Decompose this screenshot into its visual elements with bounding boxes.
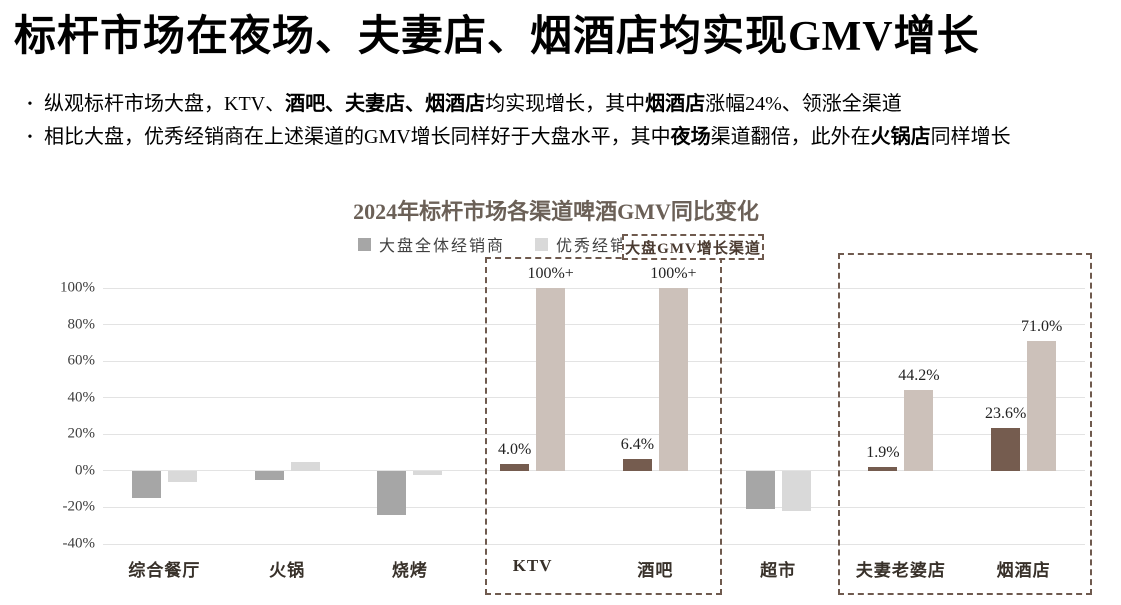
legend-label: 大盘全体经销商 xyxy=(379,238,506,255)
bar-酒吧-优秀经销商 xyxy=(658,288,688,471)
bar-value-label: 100%+ xyxy=(650,265,697,282)
y-axis-tick-label: -20% xyxy=(62,498,96,515)
y-axis-tick-label: 100% xyxy=(60,279,95,296)
highlight-box-ktv-bar xyxy=(485,257,722,595)
bullet-marker: • xyxy=(27,97,33,112)
bar-value-label: 100%+ xyxy=(527,265,574,282)
x-axis-category-label: 综合餐厅 xyxy=(128,561,201,580)
page-title: 标杆市场在夜场、夫妻店、烟酒店均实现GMV增长 xyxy=(14,14,980,60)
y-axis-tick-label: 40% xyxy=(67,389,96,406)
bullet-list: • 纵观标杆市场大盘，KTV、酒吧、夫妻店、烟酒店均实现增长，其中烟酒店涨幅24… xyxy=(16,88,1116,154)
gridline xyxy=(103,506,1085,508)
bullet-item: • 纵观标杆市场大盘，KTV、酒吧、夫妻店、烟酒店均实现增长，其中烟酒店涨幅24… xyxy=(16,88,1116,121)
bar-火锅-大盘全体经销商 xyxy=(254,470,284,480)
text-segment: 相比大盘，优秀经销商在上述渠道的GMV增长同样好于大盘水平，其中 xyxy=(44,126,671,148)
bar-夫妻老婆店-优秀经销商 xyxy=(904,390,934,471)
bar-夫妻老婆店-大盘全体经销商 xyxy=(868,467,898,471)
text-segment: 夜场 xyxy=(670,126,711,148)
gridline xyxy=(103,543,1085,545)
gridline xyxy=(103,360,1085,362)
legend-swatch-light xyxy=(535,237,549,251)
highlight-label-box: 大盘GMV增长渠道 xyxy=(622,234,764,260)
chart-title: 2024年标杆市场各渠道啤酒GMV同比变化 xyxy=(353,199,759,224)
text-segment: 烟酒店 xyxy=(645,93,706,115)
highlight-box-shops xyxy=(838,253,1092,595)
bar-烧烤-大盘全体经销商 xyxy=(377,470,407,515)
bar-酒吧-大盘全体经销商 xyxy=(622,459,652,471)
bar-value-label: 6.4% xyxy=(620,436,655,454)
x-axis-category-label: 火锅 xyxy=(269,561,306,580)
y-axis-tick-label: 80% xyxy=(67,316,96,333)
x-axis-category-label: 夫妻老婆店 xyxy=(855,561,946,580)
y-axis-tick-label: 20% xyxy=(67,425,96,442)
gridline xyxy=(103,324,1085,326)
bullet-item: • 相比大盘，优秀经销商在上述渠道的GMV增长同样好于大盘水平，其中夜场渠道翻倍… xyxy=(16,121,1116,154)
bar-value-label: 1.9% xyxy=(866,444,900,462)
bar-value-label: 44.2% xyxy=(898,367,940,385)
bar-超市-优秀经销商 xyxy=(781,470,811,512)
bar-value-label: 71.0% xyxy=(1020,318,1063,336)
bar-KTV-优秀经销商 xyxy=(536,288,566,471)
x-axis-category-label: 超市 xyxy=(760,561,797,580)
text-segment: 纵观标杆市场大盘，KTV、 xyxy=(44,93,286,115)
bar-超市-大盘全体经销商 xyxy=(745,470,775,510)
bar-综合餐厅-大盘全体经销商 xyxy=(131,470,161,499)
text-segment: 渠道翻倍，此外在 xyxy=(710,126,871,148)
text-segment: 酒吧、夫妻店、烟酒店 xyxy=(285,93,486,115)
bar-烟酒店-大盘全体经销商 xyxy=(991,427,1021,471)
text-segment: 火锅店 xyxy=(870,126,931,148)
bar-火锅-优秀经销商 xyxy=(290,461,320,471)
chart-legend: 大盘全体经销商 优秀经销商 xyxy=(358,232,646,256)
bullet-text: 相比大盘，优秀经销商在上述渠道的GMV增长同样好于大盘水平，其中夜场渠道翻倍，此… xyxy=(44,121,1011,154)
x-axis-category-label: 烧烤 xyxy=(391,561,428,580)
bar-value-label: 4.0% xyxy=(497,440,532,458)
gridline xyxy=(103,397,1085,399)
bar-value-label: 23.6% xyxy=(984,404,1027,422)
y-axis-tick-label: -40% xyxy=(62,535,96,552)
text-segment: 涨幅24%、领涨全渠道 xyxy=(705,93,902,115)
bar-综合餐厅-优秀经销商 xyxy=(167,470,197,482)
legend-swatch-dark xyxy=(358,237,371,251)
plot-area: 100% 80% 60% 40% 20% 0% -20% -40% 综合餐厅 火锅 烧烤 4.0% 10… xyxy=(60,265,1085,580)
x-axis-category-label: 烟酒店 xyxy=(996,561,1051,580)
text-segment: 均实现增长，其中 xyxy=(485,93,646,115)
x-axis-category-label: 酒吧 xyxy=(637,561,674,580)
bullet-marker: • xyxy=(27,130,33,145)
gridline xyxy=(103,433,1085,435)
legend-item: 大盘全体经销商 xyxy=(358,232,505,256)
gridline xyxy=(103,287,1085,289)
x-axis-category-label: KTV xyxy=(512,556,553,575)
gridline xyxy=(103,470,1085,472)
bullet-text: 纵观标杆市场大盘，KTV、酒吧、夫妻店、烟酒店均实现增长，其中烟酒店涨幅24%、… xyxy=(44,88,902,121)
y-axis-tick-label: 0% xyxy=(75,462,95,479)
bar-KTV-大盘全体经销商 xyxy=(500,463,530,471)
y-axis-tick-label: 60% xyxy=(67,352,96,369)
text-segment: 同样增长 xyxy=(930,126,1011,148)
bar-烧烤-优秀经销商 xyxy=(413,470,443,475)
bar-烟酒店-优秀经销商 xyxy=(1027,341,1057,471)
